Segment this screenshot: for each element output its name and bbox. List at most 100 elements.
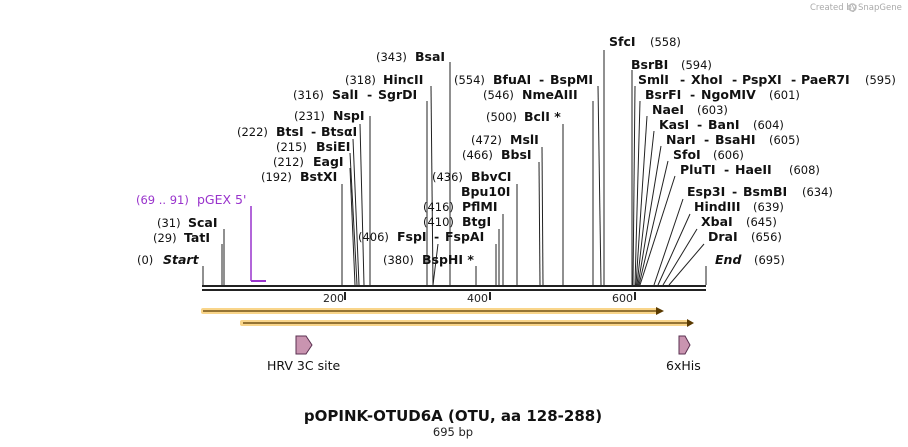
end-pos: (695)	[754, 253, 785, 267]
primer-label[interactable]: (69 .. 91) pGEX 5'	[136, 192, 246, 207]
site-eagi[interactable]: (212) EagI	[273, 154, 344, 169]
esp3i-name2: BsmBI	[743, 184, 787, 199]
site-start[interactable]: (0) Start	[137, 252, 200, 267]
sali-pos: (316)	[293, 88, 324, 102]
site-sali[interactable]: (316) SalI - SgrDI	[293, 87, 417, 102]
nari-name1: NarI	[666, 132, 696, 147]
hindiii-pos: (639)	[753, 200, 784, 214]
site-bbsi[interactable]: (466) BbsI	[462, 147, 532, 162]
bsiei-pos: (215)	[276, 140, 307, 154]
xbai-name: XbaI	[701, 214, 733, 229]
bstxi-pos: (192)	[261, 170, 292, 184]
pflmi-pos: (416)	[423, 200, 454, 214]
bcli-pos: (500)	[486, 110, 517, 124]
pluti-name1: PluTI	[680, 162, 716, 177]
xbai-pos: (645)	[746, 215, 777, 229]
site-btsi[interactable]: (222) BtsI - BtsαI	[237, 124, 357, 139]
site-pluti[interactable]: PluTI - HaeII (608)	[680, 162, 820, 177]
site-bsrfi[interactable]: BsrFI - NgoMIV (601)	[645, 87, 800, 102]
hincii-pos: (318)	[345, 73, 376, 87]
hrv3c-feature-icon	[295, 335, 313, 355]
bfuai-name1: BfuAI	[493, 72, 531, 87]
site-tati[interactable]: (29) TatI	[153, 230, 210, 245]
ruler: 200 400 600	[323, 292, 636, 305]
sfoi-name: SfoI	[673, 147, 701, 162]
site-kasi[interactable]: KasI - BanI (604)	[659, 117, 784, 132]
bsrbi-name: BsrBI	[631, 57, 668, 72]
bbsi-name: BbsI	[501, 147, 532, 162]
snapgene-logo-icon	[848, 3, 857, 12]
bsphi-pos: (380)	[383, 253, 414, 267]
pflmi-name: PflMI	[462, 199, 498, 214]
bcli-name: BclI *	[524, 109, 561, 124]
bbvci-name: BbvCI	[471, 169, 511, 184]
site-bcli[interactable]: (500) BclI *	[486, 109, 561, 124]
site-bsrbi[interactable]: BsrBI (594)	[631, 57, 712, 72]
site-bsai[interactable]: (343) BsaI	[376, 49, 445, 64]
primer-range: (69 .. 91)	[136, 193, 189, 207]
site-esp3i[interactable]: Esp3I - BsmBI (634)	[687, 184, 833, 199]
separator: -	[697, 117, 702, 132]
sali-name1: SalI	[332, 87, 358, 102]
ruler-label-600: 600	[612, 292, 633, 305]
separator: -	[732, 72, 737, 87]
start-pos: (0)	[137, 253, 153, 267]
kasi-name1: KasI	[659, 117, 689, 132]
snapgene-credit[interactable]: Created by SnapGene	[810, 3, 902, 13]
site-connectors	[202, 50, 707, 286]
site-hindiii[interactable]: HindIII (639)	[694, 199, 784, 214]
ruler-label-200: 200	[323, 292, 344, 305]
site-bfuai[interactable]: (554) BfuAI - BspMI	[454, 72, 593, 87]
site-drai[interactable]: DraI (656)	[708, 229, 782, 244]
fspi-name1: FspI	[397, 229, 427, 244]
naei-pos: (603)	[697, 103, 728, 117]
sfci-name: SfcI	[609, 34, 636, 49]
site-bpu10i[interactable]: Bpu10I	[461, 184, 510, 199]
paer7i-name: PaeR7I	[801, 72, 850, 87]
site-bsiei[interactable]: (215) BsiEI	[276, 139, 350, 154]
site-btgi[interactable]: (410) BtgI	[423, 214, 491, 229]
separator: -	[367, 87, 372, 102]
btsi-name2: BtsαI	[321, 124, 357, 139]
site-nari[interactable]: NarI - BsaHI (605)	[666, 132, 800, 147]
site-scai[interactable]: (31) ScaI	[157, 215, 218, 230]
separator: -	[724, 162, 729, 177]
feature-6xhis[interactable]: 6xHis	[666, 335, 701, 373]
pluti-name2: HaeII	[735, 162, 772, 177]
site-smli[interactable]: SmlI - XhoI - PspXI - PaeR7I (595)	[638, 72, 896, 87]
site-nspi[interactable]: (231) NspI	[294, 108, 365, 123]
bsiei-name: BsiEI	[316, 139, 350, 154]
orf-arrow-2[interactable]	[240, 319, 694, 327]
site-end[interactable]: End (695)	[715, 252, 785, 267]
msli-pos: (472)	[471, 133, 502, 147]
site-hincii[interactable]: (318) HincII	[345, 72, 423, 87]
xhoi-name: XhoI	[691, 72, 723, 87]
site-bsphi[interactable]: (380) BspHI *	[383, 252, 474, 267]
site-sfoi[interactable]: SfoI (606)	[673, 147, 744, 162]
bsrfi-name2: NgoMIV	[701, 87, 756, 102]
site-fspi[interactable]: (406) FspI - FspAI	[358, 229, 484, 244]
site-sfci[interactable]: SfcI (558)	[609, 34, 681, 49]
bsai-pos: (343)	[376, 50, 407, 64]
pluti-pos: (608)	[789, 163, 820, 177]
map-title: pOPINK-OTUD6A (OTU, aa 128-288)	[304, 407, 602, 425]
site-bbvci[interactable]: (436) BbvCI	[432, 169, 511, 184]
site-naei[interactable]: NaeI (603)	[652, 102, 728, 117]
bsphi-name: BspHI *	[422, 252, 474, 267]
6xhis-feature-icon	[678, 335, 691, 355]
nari-pos: (605)	[769, 133, 800, 147]
site-msli[interactable]: (472) MslI	[471, 132, 539, 147]
site-pflmi[interactable]: (416) PflMI	[423, 199, 498, 214]
separator: -	[791, 72, 796, 87]
bsai-name: BsaI	[415, 49, 445, 64]
site-bstxi[interactable]: (192) BstXI	[261, 169, 337, 184]
site-xbai[interactable]: XbaI (645)	[701, 214, 777, 229]
btsi-name1: BtsI	[276, 124, 304, 139]
feature-hrv3c[interactable]: HRV 3C site	[267, 335, 340, 373]
primer-pgex5[interactable]	[250, 206, 266, 282]
orf-arrow-1[interactable]	[201, 307, 664, 315]
site-nmeaiii[interactable]: (546) NmeAIII	[483, 87, 578, 102]
btgi-name: BtgI	[462, 214, 491, 229]
bpu10i-name: Bpu10I	[461, 184, 510, 199]
naei-name: NaeI	[652, 102, 684, 117]
